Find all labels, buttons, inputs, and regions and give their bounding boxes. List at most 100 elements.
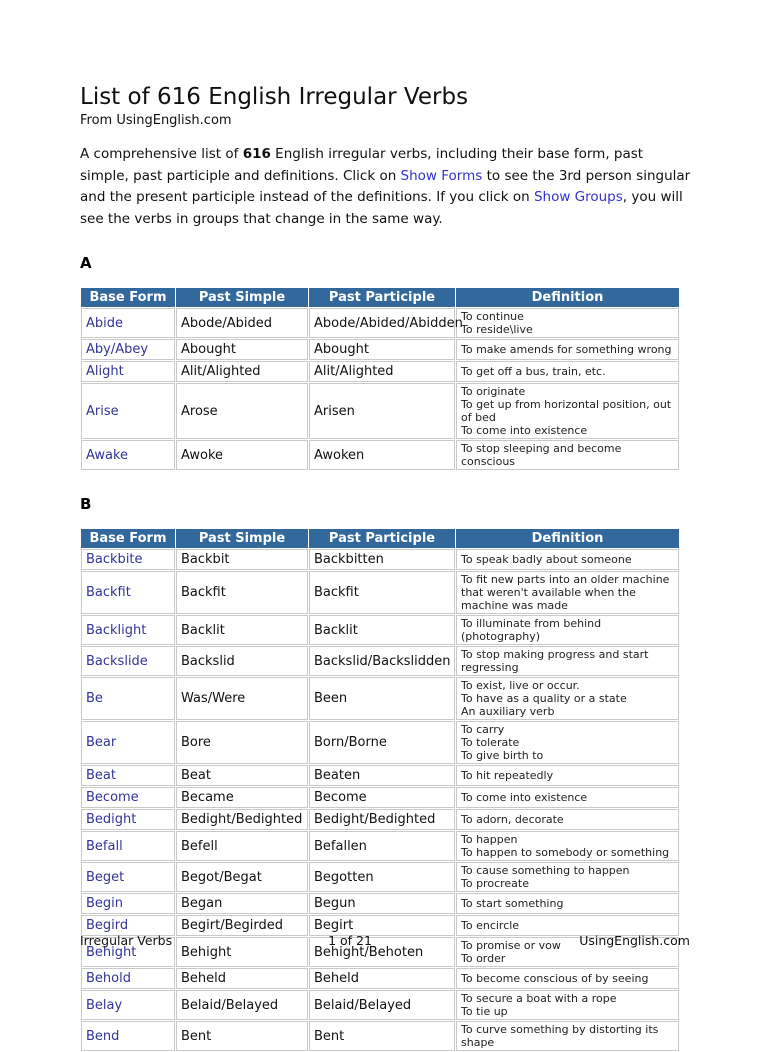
verb-link[interactable]: Awake (86, 447, 129, 463)
past-participle-cell: Bent (309, 1021, 455, 1051)
past-participle-cell: Abought (309, 339, 455, 360)
past-participle-cell: Abode/Abided/Abidden (309, 308, 463, 338)
definition-cell: To hit repeatedly (456, 765, 679, 786)
verb-link[interactable]: Bear (86, 735, 117, 750)
table-row: Backlight Backlit Backlit To illuminate fro… (81, 615, 679, 645)
verb-link[interactable]: Backslide (86, 653, 148, 669)
verb-link[interactable]: Arise (86, 403, 119, 419)
definition-line: To happen to somebody or something (461, 846, 670, 859)
table-row: Begird Begirt/Begirded Begirt To encircle (81, 915, 679, 936)
verb-link[interactable]: Beat (86, 768, 116, 783)
past-participle-cell: Behight/Behoten (309, 937, 455, 967)
past-participle-cell: Been (309, 677, 455, 720)
verb-link[interactable]: Backfit (86, 585, 131, 600)
past-participle-cell: Backfit (309, 571, 455, 614)
definition-line: To become conscious of by seeing (461, 972, 649, 985)
verb-sections: A Base Form Past Simple Past Participle Defi… (80, 254, 692, 1052)
verb-link[interactable]: Beget (86, 869, 125, 885)
base-form-cell: Alight (81, 361, 175, 382)
table-row: Awake Awoke Awoken To stop sleeping and bec… (81, 440, 679, 470)
verb-link[interactable]: Abide (86, 315, 124, 331)
table-row: Backslide Backslid Backslid/Backslidden To … (81, 646, 679, 676)
footer-page-number: 1 of 21 (328, 933, 372, 948)
base-form-cell: Arise (81, 383, 175, 439)
verb-link[interactable]: Become (86, 790, 139, 805)
definition-cell: To make amends for something wrong (456, 339, 679, 360)
definition-line: To promise or vow (461, 939, 561, 952)
column-header-definition: Definition (456, 288, 679, 307)
column-header-past-participle: Past Participle (309, 529, 455, 548)
past-simple-cell: Abode/Abided (176, 308, 308, 338)
column-header-definition: Definition (456, 529, 679, 548)
past-simple-cell: Befell (176, 831, 308, 861)
base-form-cell: Belay (81, 990, 175, 1020)
base-form-cell: Behight (81, 937, 175, 967)
verb-link[interactable]: Begin (86, 896, 124, 911)
base-form-cell: Backslide (81, 646, 175, 676)
definition-cell: To cause something to happen To procreate (456, 862, 679, 892)
verb-link[interactable]: Backlight (86, 622, 147, 638)
past-participle-cell: Become (309, 787, 455, 808)
verb-link[interactable]: Befall (86, 838, 123, 854)
past-participle-cell: Backlit (309, 615, 455, 645)
table-row: Backfit Backfit Backfit To fit new parts in… (81, 571, 679, 614)
base-form-cell: Abide (81, 308, 175, 338)
verb-link[interactable]: Bend (86, 1028, 120, 1044)
show-forms-link[interactable]: Show Forms (400, 167, 483, 184)
verb-link[interactable]: Behight (86, 944, 137, 960)
definition-line: To stop making progress and start regres… (461, 648, 649, 674)
verb-link[interactable]: Bedight (86, 812, 137, 827)
past-simple-cell: Begot/Begat (176, 862, 308, 892)
definition-cell: To continue To reside\live (456, 308, 679, 338)
footer-document-name: Irregular Verbs (80, 933, 173, 948)
definition-cell: To encircle (456, 915, 679, 936)
verb-link[interactable]: Begird (86, 918, 129, 933)
definition-line: To cause something to happen (461, 864, 630, 877)
table-row: Beat Beat Beaten To hit repeatedly (81, 765, 679, 786)
definition-cell: To adorn, decorate (456, 809, 679, 830)
past-participle-cell: Arisen (309, 383, 455, 439)
past-simple-cell: Behight (176, 937, 308, 967)
definition-cell: To illuminate from behind (photography) (456, 615, 679, 645)
base-form-cell: Beat (81, 765, 175, 786)
base-form-cell: Beget (81, 862, 175, 892)
base-form-cell: Become (81, 787, 175, 808)
base-form-cell: Backbite (81, 549, 175, 570)
table-row: Behight Behight Behight/Behoten To promise … (81, 937, 679, 967)
base-form-cell: Be (81, 677, 175, 720)
table-row: Bend Bent Bent To curve something by distor… (81, 1021, 679, 1051)
base-form-cell: Bedight (81, 809, 175, 830)
base-form-cell: Befall (81, 831, 175, 861)
verb-link[interactable]: Behold (86, 971, 131, 986)
definition-line: To come into existence (461, 424, 588, 437)
table-row: Beget Begot/Begat Begotten To cause somethi… (81, 862, 679, 892)
definition-line: To get off a bus, train, etc. (461, 365, 606, 378)
show-groups-link[interactable]: Show Groups (533, 189, 623, 205)
table-row: Be Was/Were Been To exist, live or occur. To… (81, 677, 679, 720)
past-participle-cell: Beaten (309, 765, 455, 786)
past-simple-cell: Alit/Alighted (176, 361, 308, 382)
verb-link[interactable]: Be (86, 691, 103, 706)
past-participle-cell: Beheld (309, 968, 455, 989)
past-simple-cell: Became (176, 787, 308, 808)
past-simple-cell: Began (176, 893, 308, 914)
past-simple-cell: Abought (176, 339, 308, 360)
verb-link[interactable]: Aby/Abey (86, 342, 149, 357)
definition-cell: To speak badly about someone (456, 549, 679, 570)
past-simple-cell: Backfit (176, 571, 308, 614)
verb-link[interactable]: Belay (86, 997, 123, 1013)
past-simple-cell: Arose (176, 383, 308, 439)
definition-cell: To become conscious of by seeing (456, 968, 679, 989)
verb-link[interactable]: Alight (86, 364, 124, 379)
past-simple-cell: Bedight/Bedighted (176, 809, 308, 830)
definition-cell: To secure a boat with a rope To tie up (456, 990, 679, 1020)
definition-line: To speak badly about someone (461, 553, 632, 566)
past-simple-cell: Beheld (176, 968, 308, 989)
verb-link[interactable]: Backbite (86, 552, 143, 567)
base-form-cell: Bear (81, 721, 175, 764)
verbs-table-b: Base Form Past Simple Past Participle Defin… (80, 528, 680, 1052)
footer-site-name: UsingEnglish.com (579, 933, 690, 948)
intro-verb-count: 616 (242, 146, 271, 162)
definition-line: To come into existence (461, 791, 588, 804)
definition-cell: To originate To get up from horizontal po… (456, 383, 679, 439)
